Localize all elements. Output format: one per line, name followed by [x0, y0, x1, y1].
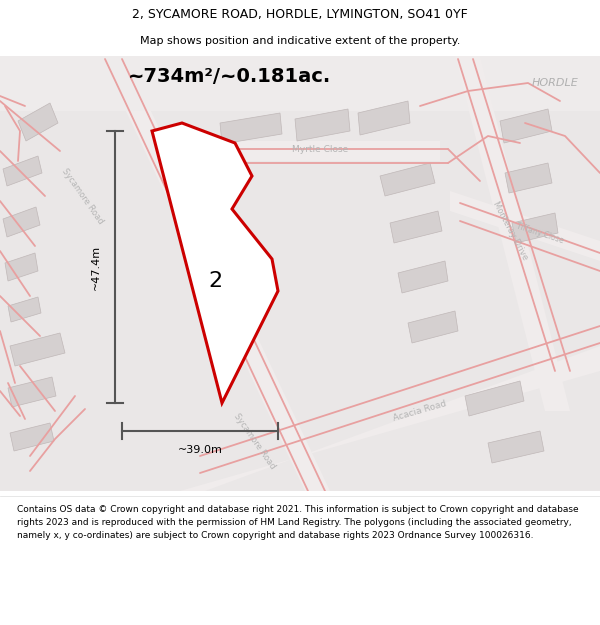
Polygon shape [8, 297, 41, 322]
Text: ~734m²/~0.181ac.: ~734m²/~0.181ac. [128, 66, 332, 86]
Polygon shape [10, 423, 54, 451]
Polygon shape [512, 213, 558, 243]
Text: Contains OS data © Crown copyright and database right 2021. This information is : Contains OS data © Crown copyright and d… [17, 506, 578, 540]
Polygon shape [220, 113, 282, 144]
Polygon shape [455, 56, 570, 411]
Text: Map shows position and indicative extent of the property.: Map shows position and indicative extent… [140, 36, 460, 46]
Text: 2, SYCAMORE ROAD, HORDLE, LYMINGTON, SO41 0YF: 2, SYCAMORE ROAD, HORDLE, LYMINGTON, SO4… [132, 8, 468, 21]
Text: 2: 2 [208, 271, 222, 291]
Polygon shape [5, 253, 38, 281]
Polygon shape [200, 141, 440, 161]
Text: Acacia Road: Acacia Road [392, 399, 448, 423]
Text: Sycamore Road: Sycamore Road [61, 166, 106, 226]
Polygon shape [100, 56, 330, 491]
Polygon shape [450, 191, 600, 261]
Polygon shape [10, 333, 65, 366]
Text: Monteray Drive: Monteray Drive [491, 200, 529, 262]
Text: HORDLE: HORDLE [531, 78, 578, 88]
Polygon shape [295, 109, 350, 141]
Polygon shape [358, 101, 410, 135]
Polygon shape [18, 103, 58, 141]
Polygon shape [380, 163, 435, 196]
Text: Myrtle Close: Myrtle Close [292, 144, 348, 154]
Polygon shape [3, 156, 42, 186]
Polygon shape [488, 431, 544, 463]
Text: ~39.0m: ~39.0m [178, 445, 223, 455]
Polygon shape [390, 211, 442, 243]
Polygon shape [465, 381, 524, 416]
Polygon shape [500, 109, 552, 143]
Polygon shape [0, 56, 600, 111]
Text: Sycamore Road: Sycamore Road [232, 411, 278, 471]
Polygon shape [152, 123, 278, 403]
Polygon shape [8, 377, 56, 407]
Polygon shape [408, 311, 458, 343]
Text: Tiffany Close: Tiffany Close [515, 221, 565, 245]
Polygon shape [180, 346, 600, 491]
Text: ~47.4m: ~47.4m [91, 244, 101, 289]
Polygon shape [505, 163, 552, 193]
Polygon shape [3, 207, 40, 237]
Polygon shape [398, 261, 448, 293]
